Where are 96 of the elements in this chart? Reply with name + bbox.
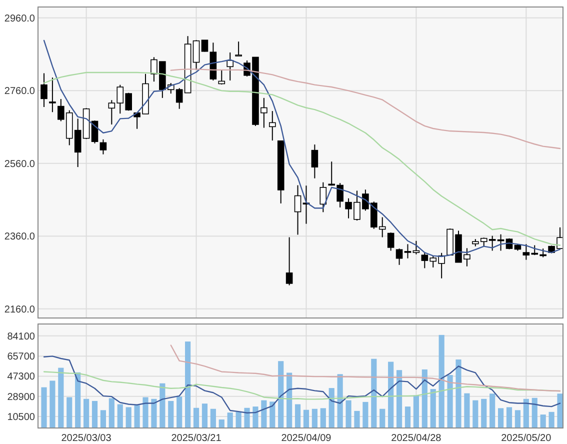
candlestick — [100, 138, 107, 155]
bar — [278, 361, 284, 428]
candlestick — [286, 236, 293, 286]
y-tick-label: 2560.0 — [4, 158, 36, 170]
bar — [456, 359, 462, 428]
bar — [185, 342, 191, 428]
y-tick-label: 2360.0 — [4, 232, 36, 243]
bar — [413, 395, 419, 428]
x-tick-label: 2025/05/20 — [501, 433, 552, 444]
bar — [160, 383, 166, 428]
candlestick — [320, 182, 327, 213]
bar — [320, 408, 326, 428]
candlestick — [387, 232, 394, 252]
x-tick-label: 2025/04/09 — [281, 433, 332, 444]
bar — [151, 398, 157, 428]
bar — [362, 402, 368, 428]
bar — [227, 412, 233, 428]
bar — [84, 398, 90, 428]
bar — [286, 372, 292, 428]
candlestick — [201, 40, 208, 52]
bar — [498, 408, 504, 428]
y-tick-label: 28900 — [7, 392, 36, 403]
candlestick — [192, 40, 200, 70]
candlestick — [235, 41, 242, 56]
bar — [438, 334, 444, 428]
bar — [41, 387, 47, 428]
candlestick — [268, 110, 276, 141]
bar — [168, 400, 174, 428]
candlestick — [412, 240, 420, 255]
y-tick-label: 65700 — [7, 352, 36, 363]
candlestick — [40, 72, 48, 108]
bar — [142, 397, 148, 428]
bar — [540, 414, 546, 428]
bar — [236, 412, 242, 428]
bar — [514, 410, 520, 428]
bar — [117, 404, 123, 428]
bar — [354, 410, 360, 428]
line-series — [43, 356, 561, 414]
bar — [108, 398, 114, 428]
bar — [388, 362, 394, 428]
bar — [50, 380, 56, 428]
bar — [75, 372, 81, 428]
y-tick-label: 2960.0 — [4, 13, 36, 24]
bar — [328, 388, 334, 428]
bar — [371, 358, 377, 428]
bar — [126, 407, 132, 428]
bar — [548, 412, 554, 428]
bar — [396, 370, 402, 428]
bar — [380, 408, 386, 428]
line-series — [170, 344, 561, 392]
y-tick-label: 10500 — [7, 412, 36, 424]
bar — [58, 368, 64, 428]
bar — [303, 410, 310, 428]
bar — [422, 369, 428, 428]
bar — [134, 405, 140, 428]
bar — [92, 400, 98, 428]
candlestick — [311, 144, 318, 179]
bar — [312, 408, 318, 428]
bar — [481, 398, 487, 428]
x-tick-label: 2025/03/03 — [61, 433, 112, 444]
x-tick-label: 2025/03/21 — [171, 433, 222, 444]
bar — [557, 394, 563, 428]
bar — [346, 400, 352, 428]
bar — [337, 374, 343, 428]
bar — [447, 375, 453, 428]
y-tick-label: 84100 — [7, 331, 36, 342]
candlestick — [218, 69, 226, 85]
bar — [202, 404, 208, 428]
candlestick — [294, 184, 302, 236]
bar — [430, 389, 436, 428]
candlestick — [396, 248, 403, 266]
bar — [244, 408, 250, 428]
candlestick — [49, 77, 56, 113]
y-tick-label: 47300 — [7, 372, 36, 383]
bar — [210, 408, 216, 428]
bar — [464, 393, 470, 428]
bar — [193, 408, 200, 428]
y-tick-label: 2760.0 — [4, 86, 36, 98]
bar — [532, 398, 538, 428]
candlestick — [404, 244, 412, 259]
bar — [490, 394, 496, 428]
bar — [252, 406, 258, 428]
bar — [261, 400, 267, 428]
bar — [100, 410, 106, 428]
bar — [270, 402, 276, 428]
candlestick — [226, 52, 234, 81]
x-tick-label: 2025/04/28 — [391, 433, 442, 444]
bar — [506, 407, 512, 428]
bar — [176, 396, 182, 428]
bar — [66, 397, 72, 428]
bar — [523, 398, 529, 428]
bar — [294, 404, 301, 428]
bar — [404, 406, 411, 428]
bar — [472, 400, 478, 428]
bar — [218, 419, 224, 428]
y-tick-label: 2160.0 — [4, 304, 36, 316]
